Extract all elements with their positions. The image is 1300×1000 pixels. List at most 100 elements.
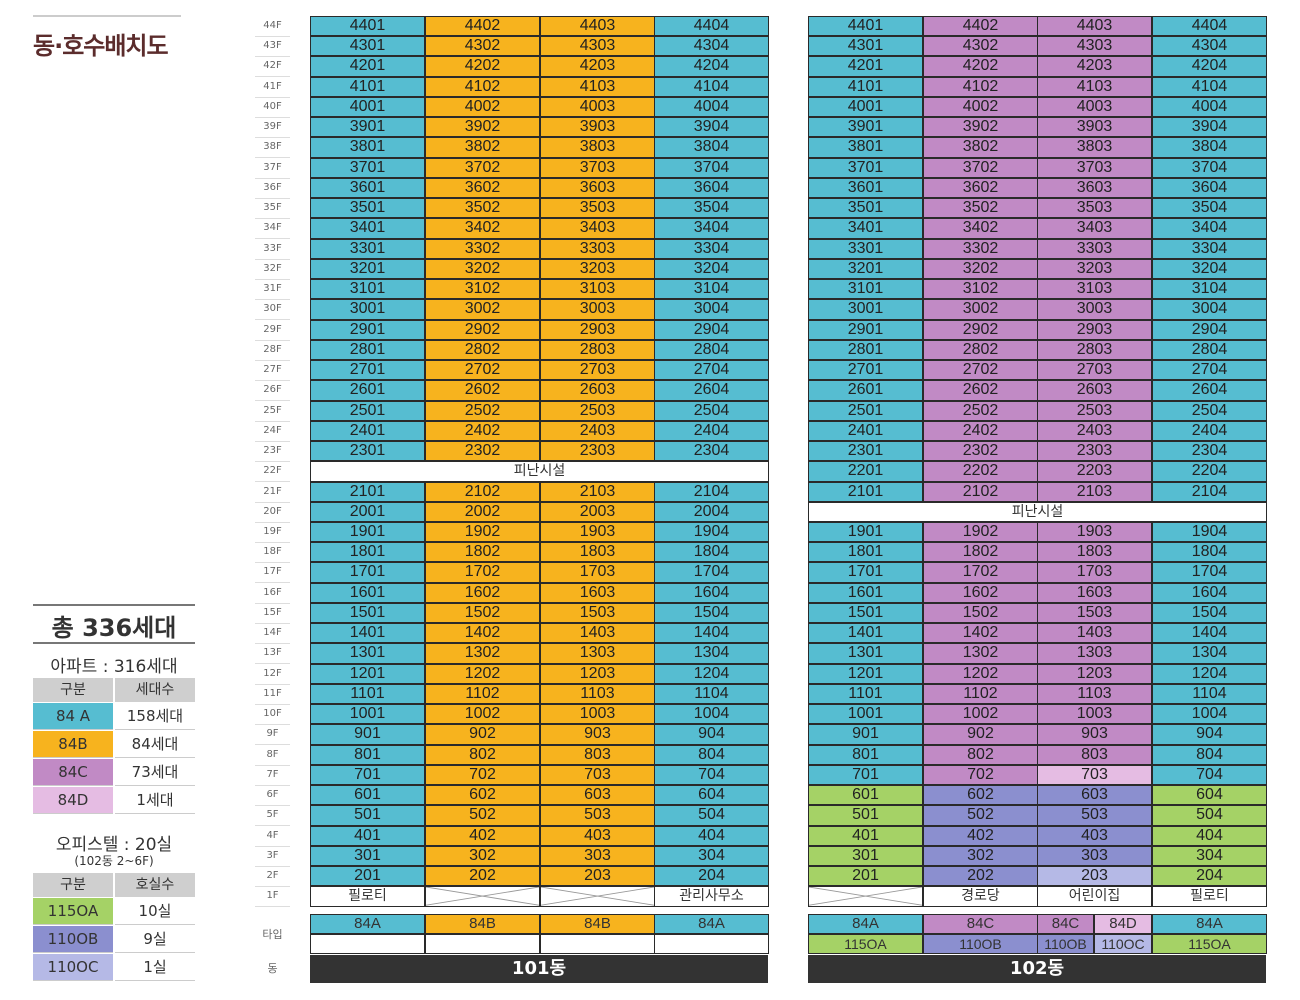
unit-cell: 504 [1152, 805, 1267, 826]
unit-cell: 1201 [808, 663, 923, 684]
unit-cell: 3803 [1037, 137, 1152, 158]
unit-cell: 2704 [654, 360, 769, 381]
unit-cell: 304 [654, 845, 769, 867]
refuge-floor: 피난시설 [310, 461, 769, 482]
unit-cell: 402 [923, 825, 1038, 846]
floor-label: 1F [255, 886, 290, 908]
unit-cell: 4103 [540, 76, 655, 97]
unit-cell: 3104 [654, 279, 769, 300]
unit-cell: 3703 [540, 157, 655, 178]
unit-cell: 4001 [310, 96, 425, 118]
unit-cell: 3701 [808, 157, 923, 178]
unit-cell: 3102 [425, 279, 540, 300]
unit-cell: 1302 [923, 643, 1038, 664]
unit-cell: 1701 [310, 562, 425, 583]
unit-cell: 2901 [808, 319, 923, 340]
unit-cell: 4402 [923, 16, 1038, 37]
unit-cell: 1203 [1037, 663, 1152, 684]
unit-cell: 904 [1152, 724, 1267, 745]
unit-cell: 802 [425, 744, 540, 765]
floor-label: 12F [255, 664, 290, 685]
floor-label: 36F [255, 178, 290, 199]
unit-cell: 203 [1037, 866, 1152, 887]
unit-cell: 1604 [654, 582, 769, 603]
unit-cell: 2904 [654, 319, 769, 340]
unit-cell: 601 [808, 785, 923, 806]
unit-cell: 2602 [923, 380, 1038, 401]
unit-cell: 1702 [425, 562, 540, 583]
unit-cell: 4303 [540, 36, 655, 57]
unit-cell: 3804 [1152, 137, 1267, 158]
unit-cell: 3801 [808, 137, 923, 158]
unit-cell: 3403 [540, 218, 655, 239]
unit-cell: 4302 [425, 36, 540, 57]
legend-count: 73세대 [115, 759, 195, 786]
building-101-label: 101동 [310, 955, 768, 983]
type-row-label: 타입 [262, 928, 283, 941]
unit-cell: 403 [1037, 825, 1152, 846]
unit-cell: 2702 [425, 360, 540, 381]
unit-cell: 3204 [654, 258, 769, 280]
unit-cell: 3401 [310, 218, 425, 239]
unit-cell: 4403 [540, 16, 655, 37]
unit-cell: 1901 [310, 522, 425, 543]
floor-label: 40F [255, 97, 290, 118]
unit-cell: 2303 [540, 441, 655, 462]
unit-cell: 1503 [540, 602, 655, 624]
unit-cell: 3503 [540, 198, 655, 219]
floor-label: 28F [255, 340, 290, 361]
unit-cell: 703 [540, 764, 655, 786]
unit-cell: 3602 [425, 177, 540, 199]
unit-cell: 201 [808, 866, 923, 887]
legend-count: 158세대 [115, 703, 195, 730]
floor-label: 20F [255, 502, 290, 523]
unit-cell: 3001 [808, 299, 923, 320]
unit-cell: 4401 [310, 16, 425, 37]
unit-cell: 4304 [654, 36, 769, 57]
unit-cell: 3304 [654, 238, 769, 259]
unit-cell: 4104 [654, 76, 769, 97]
type-value: 84B [540, 914, 655, 934]
unit-cell: 903 [540, 724, 655, 745]
unit-cell: 2603 [1037, 380, 1152, 401]
unit-cell: 503 [540, 805, 655, 826]
unit-cell: 1601 [808, 582, 923, 603]
floor-label: 42F [255, 56, 290, 78]
legend-count: 1실 [115, 954, 195, 981]
unit-cell: 2303 [1037, 441, 1152, 462]
unit-cell: 1003 [540, 704, 655, 725]
unit-cell: 4402 [425, 16, 540, 37]
unit-cell: 4303 [1037, 36, 1152, 57]
floor-label: 38F [255, 137, 290, 159]
unit-cell: 204 [1152, 866, 1267, 887]
unit-cell: 2801 [310, 339, 425, 361]
unit-cell: 801 [808, 744, 923, 765]
unit-cell: 1501 [310, 602, 425, 624]
unit-cell: 4404 [654, 16, 769, 37]
unit-cell: 1402 [425, 623, 540, 644]
unit-cell: 2703 [1037, 360, 1152, 381]
unit-cell: 701 [310, 764, 425, 786]
unit-cell: 1104 [1152, 683, 1267, 705]
unit-cell: 3503 [1037, 198, 1152, 219]
unit-cell: 604 [654, 785, 769, 806]
floor-label: 2F [255, 866, 290, 888]
unit-cell: 4201 [808, 56, 923, 77]
unit-cell: 1601 [310, 582, 425, 603]
type-value-empty [425, 934, 540, 954]
unit-cell: 1704 [654, 562, 769, 583]
unit-cell: 2003 [540, 501, 655, 522]
floor-label: 17F [255, 562, 290, 584]
unit-cell: 1403 [540, 623, 655, 644]
floor-label: 37F [255, 158, 290, 179]
unit-cell: 1703 [1037, 562, 1152, 583]
unit-cell: 2504 [654, 400, 769, 421]
unit-cell: 3201 [808, 258, 923, 280]
unit-cell: 901 [310, 724, 425, 745]
unit-cell: 602 [923, 785, 1038, 806]
type-value: 84C [923, 914, 1038, 934]
ground-floor-cell: 필로티 [310, 886, 425, 907]
unit-cell: 2501 [808, 400, 923, 421]
unit-cell: 1803 [540, 542, 655, 563]
unit-cell: 1801 [808, 542, 923, 563]
